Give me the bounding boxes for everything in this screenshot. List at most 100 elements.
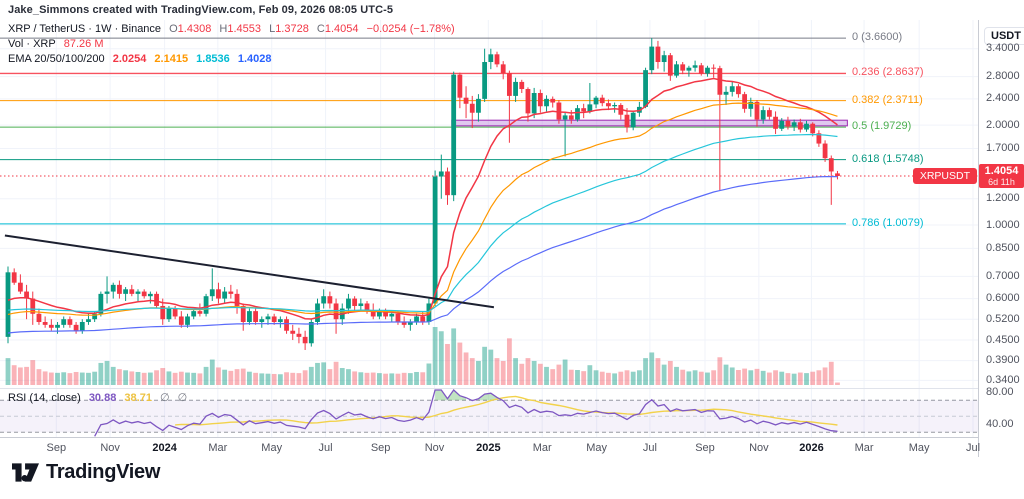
volume-bar (587, 365, 593, 385)
volume-bar (550, 369, 556, 385)
candle (234, 289, 240, 314)
time-axis[interactable]: Sep Nov 2024 Mar May Jul Sep Nov 2025 Mar May Jul Se… (0, 438, 980, 457)
time-tick-label: May (908, 442, 930, 454)
volume-bar (556, 364, 562, 385)
candle (773, 111, 778, 135)
volume-bar (476, 360, 481, 385)
candle (302, 330, 308, 350)
candle (129, 284, 135, 297)
candle (117, 280, 122, 299)
candle (575, 105, 580, 122)
rsi-lower-band-empty-icon: ∅ (177, 392, 188, 404)
volume-bar (537, 363, 543, 385)
candle (358, 298, 364, 312)
price-line-symbol-label[interactable]: XRPUSDT (912, 167, 977, 184)
candle (24, 284, 29, 320)
candle (655, 40, 661, 69)
volume-bar (562, 359, 568, 385)
symbol-legend-row[interactable]: XRP / TetherUS · 1W · Binance O1.4308 H1… (8, 22, 455, 36)
currency-label: USDT (984, 27, 1024, 45)
price-tick-label: 2.0000 (986, 118, 1020, 131)
volume-bar (284, 372, 289, 385)
volume-bars (5, 327, 840, 385)
candle (513, 77, 518, 102)
time-tick-label: 2024 (152, 442, 177, 454)
candle (488, 48, 494, 70)
price-tick-label: 0.7000 (986, 269, 1020, 282)
candle (822, 140, 828, 162)
time-tick-label: 2025 (476, 442, 501, 454)
candle (5, 266, 11, 344)
candle (680, 62, 686, 75)
candle (476, 94, 481, 122)
candle (67, 316, 73, 328)
candle (389, 311, 395, 323)
volume-bar (290, 372, 296, 385)
rsi-legend-row[interactable]: RSI (14, close) 30.88 38.71 ∅ ∅ (8, 391, 187, 404)
volume-bar (723, 364, 729, 385)
volume-bar (104, 360, 110, 385)
time-tick-label: Mar (532, 442, 552, 454)
volume-title: Vol · XRP (8, 38, 56, 50)
volume-bar (247, 371, 252, 385)
candle (797, 118, 803, 133)
volume-bar (123, 370, 129, 385)
candle (432, 170, 438, 306)
price-tick-label: 2.4000 (986, 92, 1020, 105)
candle (352, 296, 358, 312)
candle (698, 62, 704, 76)
volume-bar (797, 372, 803, 385)
volume-bar (643, 358, 648, 385)
close-label: C (316, 23, 325, 35)
volume-bar (835, 382, 840, 385)
ema100-value: 1.8536 (196, 53, 230, 65)
candle (791, 119, 797, 132)
volume-bar (222, 369, 228, 385)
ema200-value: 1.4028 (237, 53, 272, 65)
volume-bar (828, 361, 834, 385)
volume-bar (760, 370, 766, 385)
candle (537, 89, 543, 113)
current-price-value: 1.4054 (984, 164, 1019, 177)
volume-bar (30, 360, 36, 385)
candle (333, 298, 339, 334)
volume-bar (36, 369, 42, 385)
volume-bar (822, 367, 828, 385)
volume-bar (500, 360, 506, 385)
ema20-value: 2.0254 (112, 53, 147, 65)
ema-legend-row[interactable]: EMA 20/50/100/200 2.0254 2.1415 1.8536 1… (8, 52, 455, 66)
tradingview-logo[interactable]: TradingView (12, 461, 160, 484)
candle (178, 311, 184, 328)
candle (30, 291, 36, 325)
candle (296, 327, 302, 344)
candle (729, 81, 735, 97)
low-label: L (269, 23, 276, 35)
candle (785, 116, 791, 130)
volume-bar (655, 358, 661, 385)
volume-bar (259, 373, 265, 385)
candle (315, 298, 320, 325)
candle (73, 322, 79, 334)
time-tick-label: Jul (318, 442, 333, 454)
volume-legend-row[interactable]: Vol · XRP 87.26 M (8, 37, 455, 51)
candle (736, 84, 741, 98)
price-tick-label: 0.6000 (986, 292, 1020, 305)
volume-bar (742, 368, 748, 385)
volume-bar (5, 358, 11, 385)
candle (154, 291, 159, 309)
candle (618, 103, 624, 120)
volume-bar (203, 366, 209, 385)
price-axis[interactable]: USDT 3.4000 2.8000 2.4000 2.0000 1.7000 1.200… (978, 20, 1024, 457)
candle (828, 155, 834, 205)
volume-bar (48, 372, 54, 385)
volume-bar (717, 357, 723, 385)
volume-bar (389, 373, 395, 385)
volume-bar (729, 367, 735, 385)
volume-bar (488, 349, 494, 385)
volume-bar (110, 366, 116, 385)
volume-bar (525, 358, 531, 385)
candle (259, 316, 265, 328)
volume-bar (432, 327, 438, 385)
volume-bar (606, 372, 611, 385)
